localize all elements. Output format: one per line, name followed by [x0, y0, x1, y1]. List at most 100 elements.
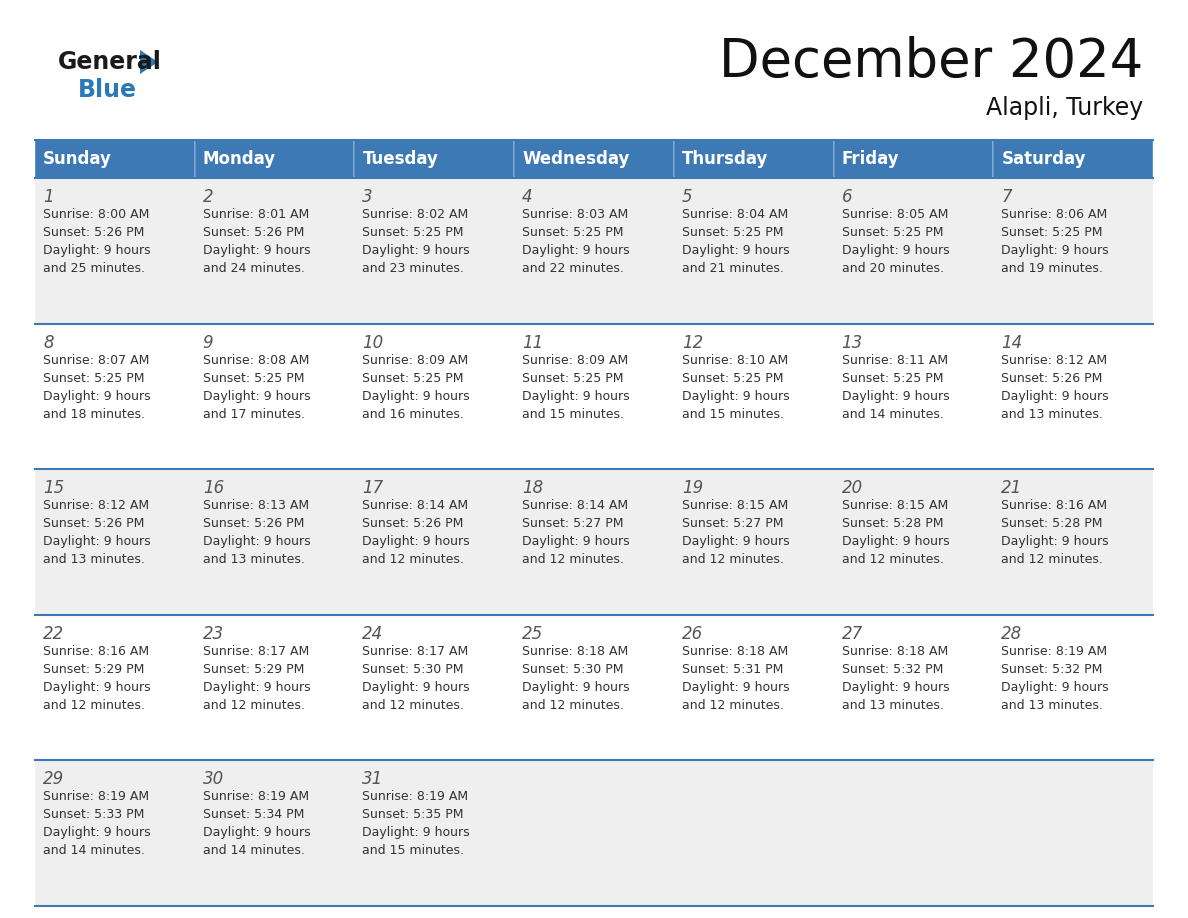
Text: Sunrise: 8:15 AM: Sunrise: 8:15 AM	[841, 499, 948, 512]
Text: and 13 minutes.: and 13 minutes.	[1001, 408, 1104, 420]
Text: Sunrise: 8:18 AM: Sunrise: 8:18 AM	[682, 644, 788, 658]
Text: and 13 minutes.: and 13 minutes.	[1001, 699, 1104, 711]
Bar	[674, 178, 834, 324]
Text: Daylight: 9 hours: Daylight: 9 hours	[43, 681, 151, 694]
Text: Daylight: 9 hours: Daylight: 9 hours	[203, 389, 310, 403]
Text: 6: 6	[841, 188, 852, 206]
Bar	[834, 760, 993, 906]
Text: Sunrise: 8:01 AM: Sunrise: 8:01 AM	[203, 208, 309, 221]
Text: Sunset: 5:26 PM: Sunset: 5:26 PM	[43, 517, 145, 531]
Bar	[993, 178, 1154, 324]
Text: Wednesday: Wednesday	[523, 150, 630, 168]
Text: Sunrise: 8:02 AM: Sunrise: 8:02 AM	[362, 208, 469, 221]
Text: Sunrise: 8:06 AM: Sunrise: 8:06 AM	[1001, 208, 1107, 221]
Bar	[354, 324, 514, 469]
Text: Daylight: 9 hours: Daylight: 9 hours	[43, 535, 151, 548]
Text: Sunset: 5:26 PM: Sunset: 5:26 PM	[1001, 372, 1102, 385]
Text: Daylight: 9 hours: Daylight: 9 hours	[203, 826, 310, 839]
Text: and 12 minutes.: and 12 minutes.	[1001, 554, 1104, 566]
Text: Daylight: 9 hours: Daylight: 9 hours	[362, 681, 470, 694]
Text: Thursday: Thursday	[682, 150, 769, 168]
Text: Daylight: 9 hours: Daylight: 9 hours	[362, 535, 470, 548]
Text: Friday: Friday	[841, 150, 899, 168]
Bar	[993, 140, 1154, 178]
Bar	[674, 324, 834, 469]
Bar	[834, 324, 993, 469]
Text: Sunset: 5:27 PM: Sunset: 5:27 PM	[682, 517, 783, 531]
Bar	[834, 615, 993, 760]
Bar	[354, 615, 514, 760]
Text: Daylight: 9 hours: Daylight: 9 hours	[523, 681, 630, 694]
Bar	[354, 469, 514, 615]
Text: Daylight: 9 hours: Daylight: 9 hours	[523, 535, 630, 548]
Text: 3: 3	[362, 188, 373, 206]
Text: Sunset: 5:26 PM: Sunset: 5:26 PM	[43, 226, 145, 239]
Text: and 12 minutes.: and 12 minutes.	[362, 699, 465, 711]
Text: Sunset: 5:26 PM: Sunset: 5:26 PM	[203, 226, 304, 239]
Text: and 12 minutes.: and 12 minutes.	[682, 699, 784, 711]
Text: Sunset: 5:32 PM: Sunset: 5:32 PM	[1001, 663, 1102, 676]
Text: Sunrise: 8:19 AM: Sunrise: 8:19 AM	[43, 790, 150, 803]
Text: Tuesday: Tuesday	[362, 150, 438, 168]
Text: Sunrise: 8:19 AM: Sunrise: 8:19 AM	[1001, 644, 1107, 658]
Text: 13: 13	[841, 333, 862, 352]
Text: and 25 minutes.: and 25 minutes.	[43, 262, 145, 275]
Text: Sunrise: 8:19 AM: Sunrise: 8:19 AM	[362, 790, 468, 803]
Text: Sunday: Sunday	[43, 150, 112, 168]
Text: 23: 23	[203, 625, 225, 643]
Text: Sunrise: 8:14 AM: Sunrise: 8:14 AM	[523, 499, 628, 512]
Text: and 12 minutes.: and 12 minutes.	[203, 699, 304, 711]
Text: Sunset: 5:25 PM: Sunset: 5:25 PM	[523, 372, 624, 385]
Text: 4: 4	[523, 188, 532, 206]
Text: Sunset: 5:28 PM: Sunset: 5:28 PM	[1001, 517, 1102, 531]
Bar	[195, 140, 354, 178]
Bar	[354, 178, 514, 324]
Text: and 12 minutes.: and 12 minutes.	[523, 699, 624, 711]
Bar	[993, 469, 1154, 615]
Text: Sunrise: 8:08 AM: Sunrise: 8:08 AM	[203, 353, 309, 366]
Bar	[34, 324, 195, 469]
Text: Daylight: 9 hours: Daylight: 9 hours	[841, 389, 949, 403]
Bar	[514, 469, 674, 615]
Text: Sunset: 5:25 PM: Sunset: 5:25 PM	[682, 372, 783, 385]
Bar	[993, 760, 1154, 906]
Text: Sunrise: 8:05 AM: Sunrise: 8:05 AM	[841, 208, 948, 221]
Text: Sunset: 5:28 PM: Sunset: 5:28 PM	[841, 517, 943, 531]
Bar	[514, 140, 674, 178]
Text: Sunrise: 8:13 AM: Sunrise: 8:13 AM	[203, 499, 309, 512]
Text: Sunset: 5:26 PM: Sunset: 5:26 PM	[362, 517, 463, 531]
Bar	[34, 140, 195, 178]
Text: Sunrise: 8:18 AM: Sunrise: 8:18 AM	[841, 644, 948, 658]
Bar	[195, 760, 354, 906]
Text: Daylight: 9 hours: Daylight: 9 hours	[682, 389, 790, 403]
Text: Daylight: 9 hours: Daylight: 9 hours	[841, 244, 949, 257]
Text: and 12 minutes.: and 12 minutes.	[682, 554, 784, 566]
Text: 27: 27	[841, 625, 862, 643]
Text: Sunset: 5:31 PM: Sunset: 5:31 PM	[682, 663, 783, 676]
Bar	[514, 324, 674, 469]
Text: Alapli, Turkey: Alapli, Turkey	[986, 96, 1143, 120]
Text: 1: 1	[43, 188, 53, 206]
Text: Daylight: 9 hours: Daylight: 9 hours	[682, 681, 790, 694]
Text: Sunrise: 8:14 AM: Sunrise: 8:14 AM	[362, 499, 468, 512]
Text: 20: 20	[841, 479, 862, 498]
Text: Sunrise: 8:04 AM: Sunrise: 8:04 AM	[682, 208, 788, 221]
Text: Sunrise: 8:17 AM: Sunrise: 8:17 AM	[203, 644, 309, 658]
Text: Sunset: 5:25 PM: Sunset: 5:25 PM	[203, 372, 304, 385]
Text: Sunrise: 8:15 AM: Sunrise: 8:15 AM	[682, 499, 788, 512]
Text: and 17 minutes.: and 17 minutes.	[203, 408, 304, 420]
Text: Sunrise: 8:19 AM: Sunrise: 8:19 AM	[203, 790, 309, 803]
Text: Sunset: 5:25 PM: Sunset: 5:25 PM	[523, 226, 624, 239]
Text: Daylight: 9 hours: Daylight: 9 hours	[1001, 681, 1108, 694]
Text: 10: 10	[362, 333, 384, 352]
Text: 25: 25	[523, 625, 543, 643]
Text: Daylight: 9 hours: Daylight: 9 hours	[203, 244, 310, 257]
Bar	[834, 140, 993, 178]
Text: 21: 21	[1001, 479, 1023, 498]
Bar	[674, 760, 834, 906]
Text: Daylight: 9 hours: Daylight: 9 hours	[682, 535, 790, 548]
Text: and 12 minutes.: and 12 minutes.	[523, 554, 624, 566]
Text: 15: 15	[43, 479, 64, 498]
Text: Sunset: 5:25 PM: Sunset: 5:25 PM	[1001, 226, 1102, 239]
Text: Sunset: 5:30 PM: Sunset: 5:30 PM	[523, 663, 624, 676]
